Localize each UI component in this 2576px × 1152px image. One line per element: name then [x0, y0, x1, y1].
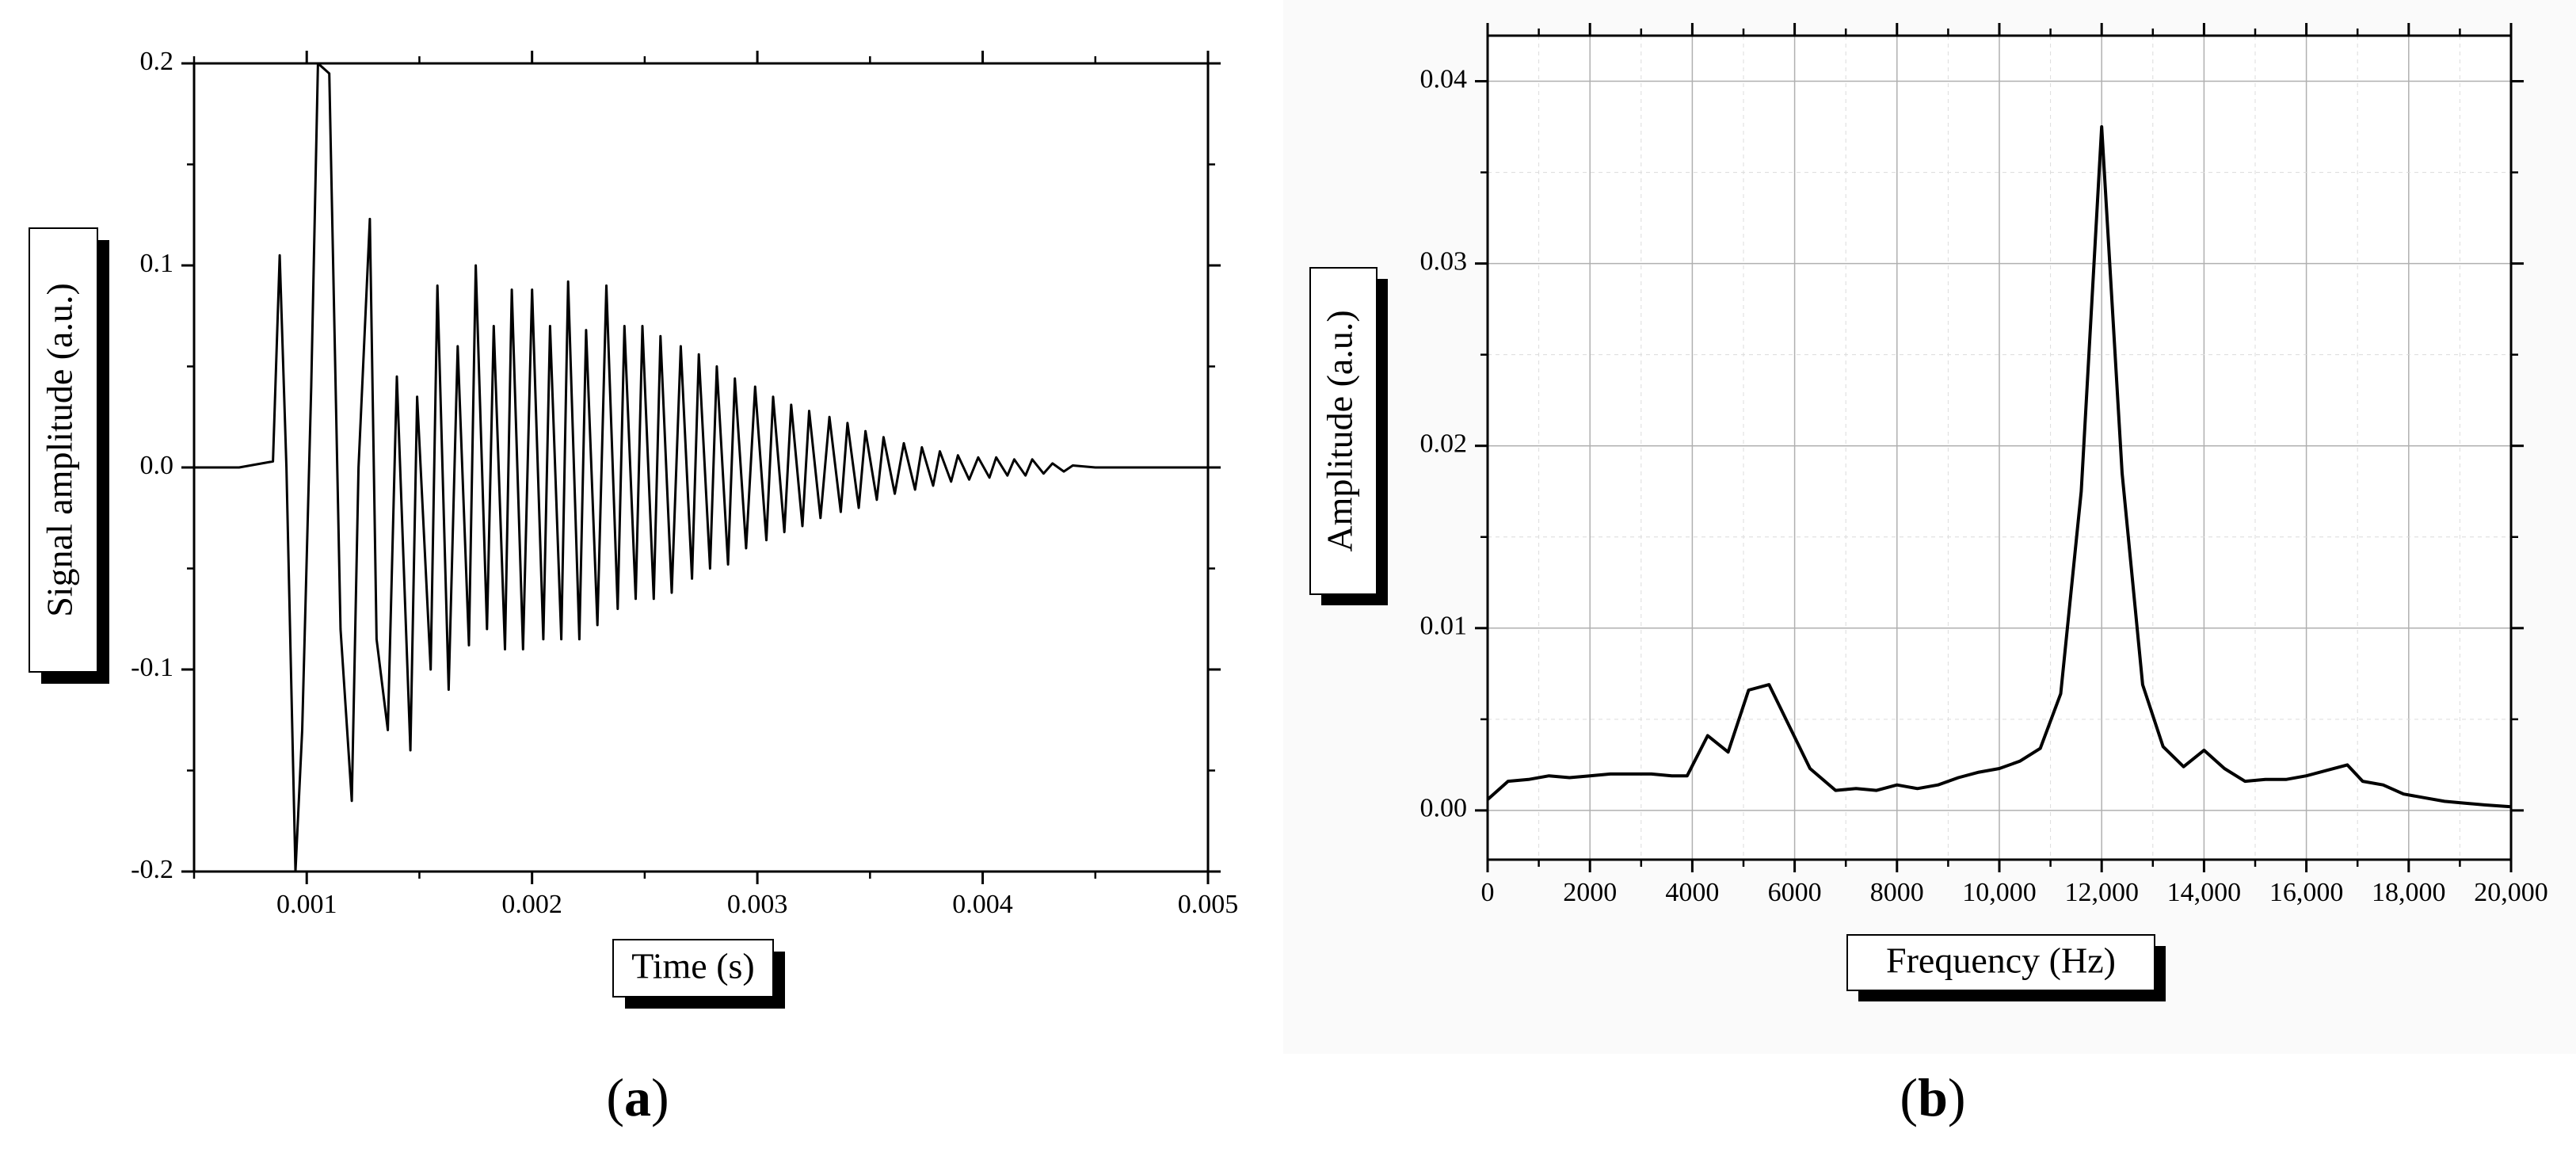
y-axis-title-b: Amplitude (a.u.): [1320, 310, 1360, 551]
major-ticks-b: 0 2000 4000 6000 8000 10,000 12,000 14,000 16,00…: [1420, 23, 2548, 907]
y-tick-label: 0.0: [140, 451, 174, 480]
x-tick-label: 2000: [1563, 878, 1617, 907]
y-tick-label: 0.04: [1420, 64, 1468, 93]
panel-label-a: (a): [606, 1067, 669, 1127]
x-tick-label: 4000: [1665, 878, 1719, 907]
x-tick-label: 16,000: [2269, 878, 2344, 907]
minor-ticks-a: [187, 56, 1215, 879]
y-tick-label: 0.02: [1420, 429, 1468, 458]
x-tick-label: 0.003: [727, 890, 788, 919]
panel-label-b: (b): [1900, 1067, 1965, 1127]
ylabel-box-b: [1309, 267, 1378, 595]
spectrum-line: [1486, 125, 2512, 809]
xlabel-box-b: [1846, 934, 2155, 991]
x-tick-label: 0.005: [1178, 890, 1239, 919]
x-tick-label: 0.002: [501, 890, 562, 919]
y-tick-label: 0.1: [140, 249, 174, 278]
ylabel-box-a: [29, 227, 98, 673]
y-tick-label: 0.2: [140, 47, 174, 76]
xlabel-box-a: [612, 939, 774, 998]
x-tick-label: 0.001: [276, 890, 337, 919]
frequency-spectrum-chart: 0 2000 4000 6000 8000 10,000 12,000 14,000 16,00…: [1283, 0, 2576, 1127]
x-axis-title-b: Frequency (Hz): [1886, 940, 2116, 981]
x-tick-label: 18,000: [2372, 878, 2446, 907]
minor-ticks-b: [1480, 29, 2518, 867]
y-tick-label: -0.1: [131, 653, 173, 682]
time-signal-chart: 0.001 0.002 0.003 0.004 0.005 -0.2 -0.1 0.0 0.1 0…: [29, 47, 1238, 1127]
x-tick-label: 8000: [1870, 878, 1924, 907]
y-tick-label: -0.2: [131, 855, 173, 884]
y-tick-label: 0.00: [1420, 794, 1468, 823]
y-tick-label: 0.01: [1420, 612, 1468, 641]
series-group-a: [194, 62, 1208, 873]
signal-line: [194, 62, 1208, 873]
x-tick-label: 12,000: [2064, 878, 2139, 907]
x-axis-title-a: Time (s): [631, 946, 755, 986]
x-tick-label: 0.004: [952, 890, 1013, 919]
plot-frame-a: [192, 62, 1210, 873]
y-axis-title-a: Signal amplitude (a.u.): [40, 283, 80, 617]
series-group-b: [1486, 125, 2512, 809]
major-ticks-a: 0.001 0.002 0.003 0.004 0.005 -0.2 -0.1 0.0 0.1 0…: [131, 47, 1238, 919]
y-tick-label: 0.03: [1420, 246, 1468, 276]
x-tick-label: 14,000: [2167, 878, 2242, 907]
x-tick-label: 10,000: [1962, 878, 2037, 907]
x-tick-label: 0: [1481, 878, 1495, 907]
x-tick-label: 6000: [1768, 878, 1822, 907]
x-tick-label: 20,000: [2474, 878, 2548, 907]
